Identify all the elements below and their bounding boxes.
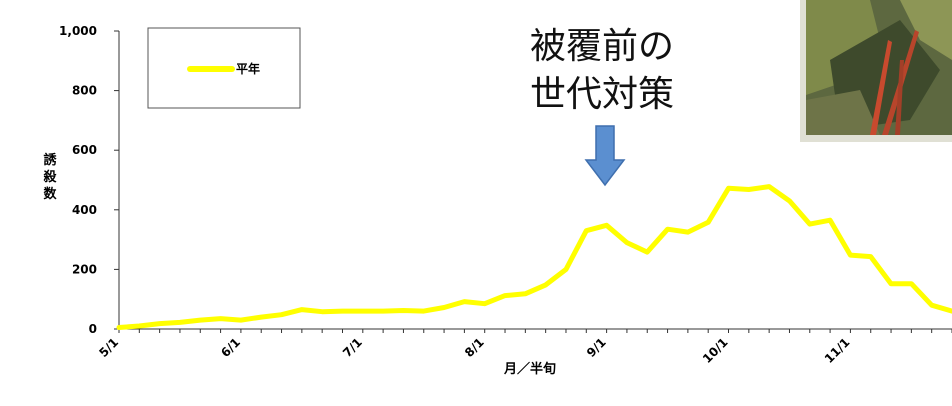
legend-label: 平年 [236,61,260,76]
y-tick-label: 600 [72,143,97,157]
annotation-line-1: 被覆前の [530,26,674,67]
x-tick-label: 6/1 [218,335,243,360]
y-tick-label: 800 [72,84,97,98]
y-tick-label: 400 [72,203,97,217]
annotation-line-2: 世代対策 [530,74,674,115]
y-tick-label: 200 [72,262,97,276]
series-layer [116,184,952,330]
x-tick-label: 5/1 [96,335,121,360]
inset-photo [800,0,952,142]
y-tick-label: 0 [89,322,97,336]
x-tick-label: 11/1 [822,335,853,366]
legend: 平年 [147,27,301,109]
x-tick-label: 9/1 [584,335,609,360]
x-tick-label: 10/1 [700,335,731,366]
annotation-arrow [584,125,626,187]
y-axis: 0 200 400 600 800 1,000 [59,24,120,336]
x-tick-label: 8/1 [462,335,487,360]
x-tick-label: 7/1 [340,335,365,360]
x-axis-title: 月／半旬 [503,361,556,377]
x-axis: 5/1 6/1 7/1 8/1 9/1 10/1 11/1 [96,328,952,366]
series-line-heinen [116,184,952,330]
y-axis-title: 誘殺数 [42,152,57,202]
y-tick-label: 1,000 [59,24,97,38]
